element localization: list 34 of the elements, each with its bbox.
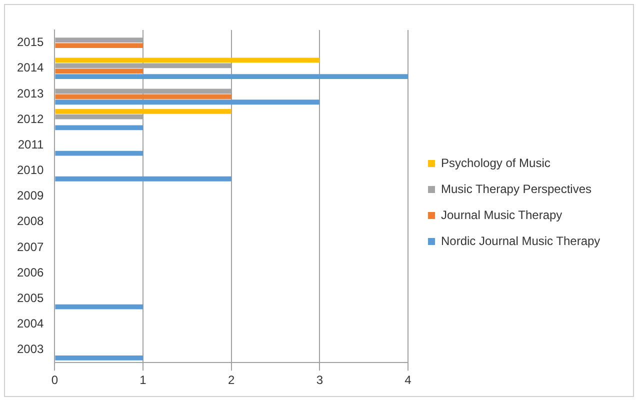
bar: [55, 304, 144, 310]
y-tick-label: 2015: [16, 35, 44, 50]
bar: [55, 94, 232, 100]
x-tick-label: 0: [51, 373, 58, 388]
y-tick-label: 2010: [16, 163, 44, 178]
y-tick-label: 2014: [16, 60, 44, 75]
y-tick-label: 2005: [16, 290, 44, 305]
x-tick-label: 1: [140, 373, 147, 388]
legend-label: Psychology of Music: [441, 156, 550, 170]
legend-label: Nordic Journal Music Therapy: [441, 234, 600, 248]
y-tick-label: 2013: [16, 86, 44, 100]
bar: [55, 356, 144, 360]
bar: [55, 125, 144, 130]
bar: [55, 43, 144, 48]
x-tick-label: 2: [228, 373, 236, 388]
y-tick-label: 2011: [18, 137, 44, 152]
bar: [55, 108, 232, 114]
y-tick-label: 2012: [16, 112, 44, 126]
y-tick-label: 2006: [16, 265, 44, 280]
legend-label: Journal Music Therapy: [441, 208, 562, 222]
x-tick-label: 4: [404, 373, 412, 388]
y-tick-label: 2004: [16, 316, 44, 331]
y-tick-label: 2003: [16, 342, 44, 356]
bar: [55, 176, 232, 182]
bar: [55, 74, 408, 79]
y-tick-label: 2007: [16, 240, 44, 254]
legend-label: Music Therapy Perspectives: [441, 182, 592, 196]
bar: [55, 150, 144, 156]
bar: [55, 58, 320, 63]
bar: [55, 68, 144, 74]
x-tick-label: 3: [316, 373, 324, 388]
y-tick-label: 2009: [16, 188, 44, 203]
bar: [55, 100, 320, 105]
y-tick-label: 2008: [16, 214, 44, 228]
